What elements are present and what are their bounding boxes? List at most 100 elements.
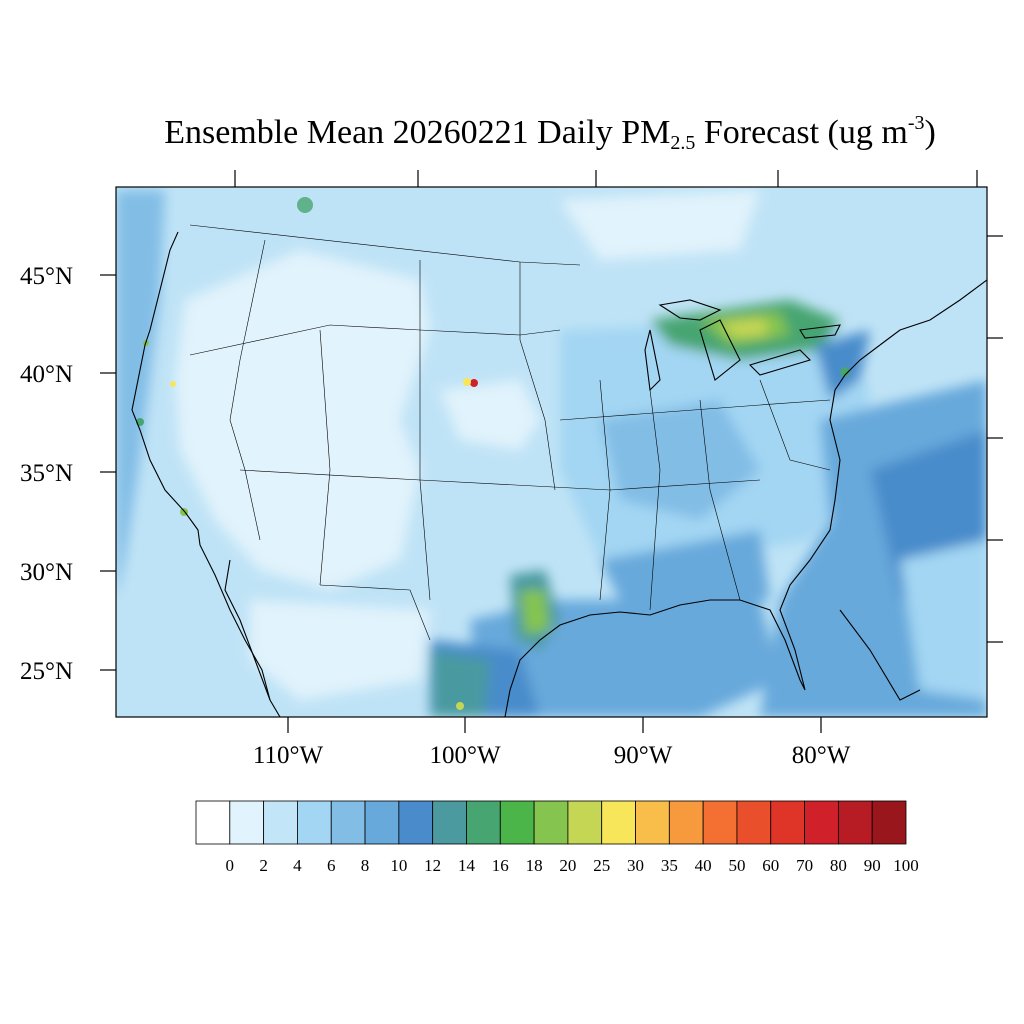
lat-label: 40°N — [20, 361, 73, 388]
great-lakes-hotspot-peak — [720, 318, 768, 338]
colorbar-label: 60 — [762, 856, 779, 875]
lake-superior — [658, 299, 722, 321]
colorbar-label: 25 — [593, 856, 610, 875]
lon-label: 80°W — [792, 742, 851, 769]
longitude-labels: 110°W 100°W 90°W 80°W — [253, 742, 851, 769]
lake-huron — [699, 319, 741, 381]
colorbar-label: 40 — [695, 856, 712, 875]
bahamas-coastline — [839, 609, 921, 701]
state-line-midwest — [519, 262, 556, 491]
northeast-corridor — [815, 330, 870, 400]
colorbar-swatch — [229, 800, 265, 845]
colorbar-swatch — [567, 800, 603, 845]
colorbar-swatch — [871, 800, 907, 845]
colorbar-swatch — [195, 800, 231, 845]
map-title: Ensemble Mean 20260221 Daily PM2.5 Forec… — [0, 112, 1024, 155]
state-line-carolinas — [759, 379, 831, 471]
lake-erie — [748, 349, 812, 376]
nevada-hotspot — [170, 381, 176, 387]
canada-light-region — [560, 190, 760, 260]
colorbar-swatch — [837, 800, 873, 845]
colorbar-label: 80 — [830, 856, 847, 875]
mexico-border — [319, 584, 431, 641]
colorbar-label: 0 — [226, 856, 235, 875]
state-line-mountain — [319, 329, 331, 586]
latitude-labels: 45°N 40°N 35°N 30°N 25°N — [20, 263, 73, 685]
montana-hotspot — [297, 197, 313, 213]
colorbar-swatch — [263, 800, 298, 845]
state-line-south — [239, 469, 761, 491]
map-frame — [115, 186, 988, 718]
colorbar-swatch — [398, 800, 434, 845]
nebraska-hotspot — [470, 379, 478, 387]
plains-light-region — [440, 380, 540, 450]
map-area — [116, 187, 987, 717]
colorbar-label: 90 — [864, 856, 881, 875]
mexico-hotspot — [432, 650, 490, 717]
concentration-field — [116, 190, 987, 717]
state-line-west — [229, 239, 266, 541]
colorbar-swatch — [466, 800, 501, 845]
title-superscript: -3 — [907, 112, 925, 134]
colorbar-label: 2 — [259, 856, 268, 875]
colorbar-label: 12 — [424, 856, 441, 875]
colorbar-swatch — [330, 800, 366, 845]
title-suffix: ) — [924, 114, 936, 151]
texas-hotspot-core — [520, 590, 550, 635]
state-line-alabama — [649, 389, 661, 611]
colorbar-label: 14 — [458, 856, 476, 875]
nyc-hotspot — [840, 367, 850, 377]
state-line-georgia — [699, 399, 741, 601]
state-borders — [189, 224, 831, 641]
mexico-light-region — [250, 600, 430, 700]
colorbar-swatch — [736, 800, 772, 845]
colorbar-swatch — [804, 800, 839, 845]
colorbar-label: 100 — [893, 856, 919, 875]
northeast-coastline — [879, 279, 987, 346]
colorbar-label: 35 — [661, 856, 678, 875]
lat-label: 30°N — [20, 559, 73, 586]
lon-label: 110°W — [253, 742, 324, 769]
lat-label: 35°N — [20, 460, 73, 487]
colorbar: 0 2 4 6 8 10 12 14 16 18 20 25 30 35 40 50 60 70 80 90 100 — [195, 800, 919, 875]
west-light-region — [175, 250, 430, 590]
title-subscript: 2.5 — [670, 132, 696, 154]
axis-ticks — [100, 170, 1003, 733]
colorbar-label: 50 — [728, 856, 745, 875]
lat-label: 25°N — [20, 658, 73, 685]
coastlines — [131, 231, 987, 717]
nebraska-hotspot-ring — [463, 378, 471, 386]
colorbar-swatch — [499, 800, 535, 845]
colorbar-swatch — [702, 800, 738, 845]
colorbar-swatch — [297, 800, 332, 845]
baja-coastline — [224, 559, 281, 717]
colorbar-swatch — [668, 800, 704, 845]
ohio-valley-region — [600, 400, 760, 520]
colorbar-swatch — [364, 800, 400, 845]
state-line-central — [559, 399, 831, 421]
colorbar-label: 6 — [327, 856, 336, 875]
lon-label: 100°W — [429, 742, 500, 769]
colorbar-swatch — [635, 800, 670, 845]
colorbar-swatch — [533, 800, 569, 845]
monterrey-hotspot — [456, 702, 464, 710]
lake-ontario — [799, 324, 841, 339]
lat-label: 45°N — [20, 263, 73, 290]
colorbar-label: 18 — [526, 856, 543, 875]
colorbar-label: 4 — [293, 856, 302, 875]
colorbar-label: 16 — [492, 856, 509, 875]
colorbar-label: 10 — [390, 856, 407, 875]
pacific-band — [116, 190, 165, 600]
title-middle: Forecast (ug m — [695, 114, 908, 151]
southeast-region — [600, 530, 770, 600]
title-prefix: Ensemble Mean 20260221 Daily PM — [164, 114, 671, 151]
colorbar-swatch — [432, 800, 467, 845]
pacific-coastline — [131, 231, 271, 701]
colorbar-swatch — [770, 800, 805, 845]
colorbar-label: 8 — [361, 856, 370, 875]
gulf-atlantic-coastline — [504, 344, 881, 717]
lon-label: 90°W — [614, 742, 673, 769]
colorbar-label: 70 — [796, 856, 813, 875]
colorbar-label: 20 — [559, 856, 576, 875]
